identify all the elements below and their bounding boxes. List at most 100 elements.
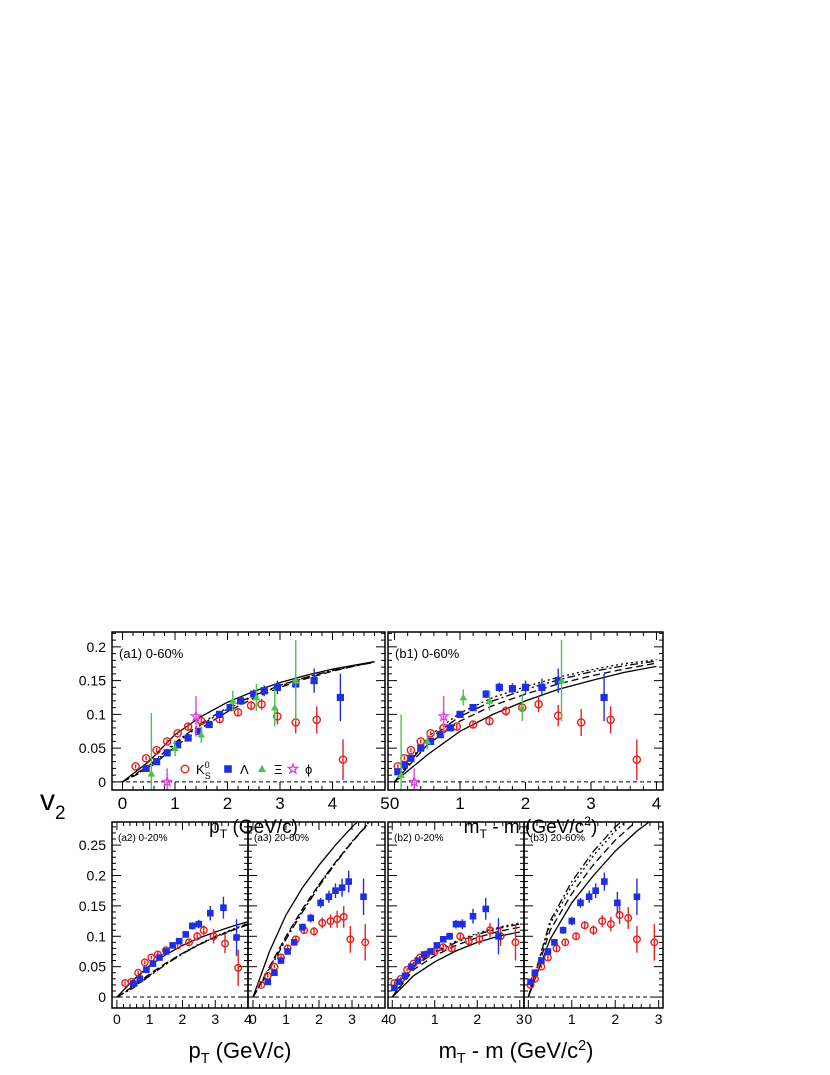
k0s-marker [650,938,659,947]
y-tick-label: 0 [98,989,106,1005]
lambda-marker [469,704,477,712]
lambda-marker [559,926,567,934]
y-tick-label: 0.2 [87,639,107,655]
lambda-marker [452,920,460,928]
x-tick-label: 1 [431,1011,439,1027]
k0s-marker [346,935,355,944]
k0s-marker [534,699,543,709]
panel-label: (a1) 0-60% [119,646,184,661]
series-phi [160,696,203,790]
lambda-marker [436,731,444,739]
series-lambda [130,896,240,987]
lambda-marker [544,948,552,955]
series-k0s [131,698,348,780]
lambda-marker [317,899,324,907]
k0s-marker [140,958,149,967]
k0s-marker [456,932,465,941]
lambda-marker [169,942,176,949]
k0s-marker [447,944,456,953]
k0s-marker [576,718,586,727]
y-tick-label: 0.1 [87,706,107,722]
lambda-marker [585,893,593,901]
x-axis-label: pT (GeV/c) [189,1038,292,1067]
curve-dashed [527,822,637,998]
lambda-marker [284,948,291,955]
k0s-marker [193,932,202,941]
lambda-marker [332,887,339,894]
x-axis-label: mT - m (GeV/c2) [439,1038,594,1067]
k0s-marker [338,755,348,764]
series-lambda [527,872,641,986]
lambda-marker [527,978,534,986]
lambda-marker [459,920,466,928]
lambda-marker [299,923,306,931]
series-lambda [391,897,502,992]
x-tick-label: 2 [611,1011,619,1027]
lambda-marker [142,764,150,772]
k0s-marker [339,912,348,921]
plot-frame [387,631,664,791]
y-tick-label: 0.05 [79,740,106,756]
xi-marker [171,744,179,752]
x-tick-label: 2 [179,1011,187,1027]
lambda-marker [174,741,182,749]
lambda-marker [273,683,281,691]
lambda-marker [601,878,608,885]
lambda-marker [250,690,258,698]
y-tick-label: 0 [98,774,106,790]
lambda-marker [482,905,490,913]
series-xi [147,640,300,790]
lambda-marker [538,683,546,691]
curve-dotted [252,822,369,998]
lambda-marker [408,963,415,970]
curve-dashdot [527,822,623,998]
x-tick-label: 4 [381,1011,389,1027]
legend-label: ϕ [305,762,312,777]
lambda-marker [338,884,346,891]
lambda-marker [414,957,422,964]
ticks: 0 1 2 3 4 [388,632,663,813]
curve-solid [527,822,651,998]
lambda-marker [233,934,240,941]
lambda-marker [153,758,161,766]
legend-label: K0 S [196,760,211,781]
lambda-marker [290,939,298,946]
k0s-marker [475,935,484,944]
lambda-marker [149,960,157,967]
lambda-marker [162,948,170,955]
y-tick-label: 0.05 [79,959,106,975]
lambda-marker [495,683,503,691]
lambda-marker [551,939,558,946]
xi-marker [459,693,468,701]
k0s-marker [310,927,319,936]
k0s-marker [209,932,218,941]
lambda-marker [156,954,163,961]
y-axis-label: v2 [40,784,66,824]
k0s-marker [501,706,511,716]
ticks: 0 1 2 3 4 5 0 0.05 0.1 0.15 0.2 [79,632,390,813]
lambda-marker [205,720,213,729]
xi-marker [258,764,266,773]
model-curves [393,659,657,783]
k0s-marker [486,926,495,935]
k0s-marker [131,762,140,771]
lambda-marker [163,749,171,757]
lambda-marker [592,887,599,894]
panel-label: (b2) 0-20% [394,833,444,844]
lambda-marker [136,975,144,983]
lambda-marker [175,937,183,945]
x-tick-label: 0 [249,1011,257,1027]
lambda-marker [433,942,441,949]
phi-marker [407,775,421,788]
k0s-marker [606,715,615,725]
panel-b1: 0 1 2 3 4(b1) 0-60%mT - m (GeV/c2) [387,631,664,841]
plot-frame [523,821,664,1009]
phi-marker [160,775,174,788]
x-tick-label: 0 [524,1011,532,1027]
panel-b2: 0 1 2 3 (b2) 0-20% mT - m (GeV/c2) [387,821,594,1067]
xi-marker [397,771,405,779]
k0s-marker [580,921,589,930]
lambda-marker [130,980,137,987]
xi-marker [485,696,494,704]
k0s-marker [185,938,194,947]
